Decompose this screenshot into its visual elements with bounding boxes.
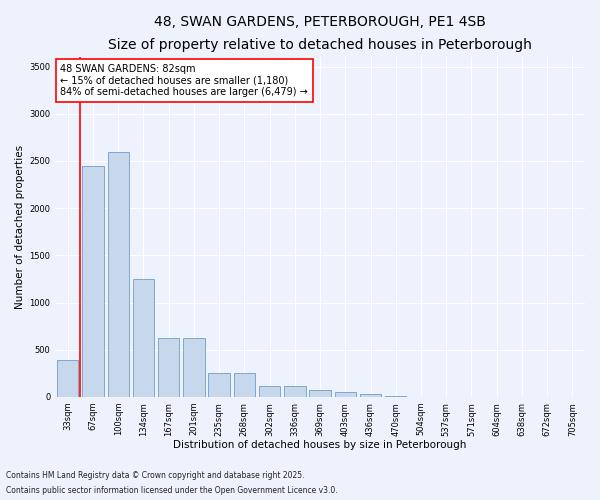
- Bar: [57, 360, 79, 397]
- Bar: [310, 390, 331, 397]
- Bar: [107, 152, 129, 397]
- Text: Contains HM Land Registry data © Crown copyright and database right 2025.: Contains HM Land Registry data © Crown c…: [6, 471, 305, 480]
- Title: 48, SWAN GARDENS, PETERBOROUGH, PE1 4SB
Size of property relative to detached ho: 48, SWAN GARDENS, PETERBOROUGH, PE1 4SB …: [108, 15, 532, 52]
- Bar: [360, 394, 381, 397]
- Bar: [335, 392, 356, 397]
- X-axis label: Distribution of detached houses by size in Peterborough: Distribution of detached houses by size …: [173, 440, 467, 450]
- Text: Contains public sector information licensed under the Open Government Licence v3: Contains public sector information licen…: [6, 486, 338, 495]
- Bar: [158, 338, 179, 397]
- Y-axis label: Number of detached properties: Number of detached properties: [15, 145, 25, 309]
- Bar: [82, 166, 104, 397]
- Text: 48 SWAN GARDENS: 82sqm
← 15% of detached houses are smaller (1,180)
84% of semi-: 48 SWAN GARDENS: 82sqm ← 15% of detached…: [61, 64, 308, 97]
- Bar: [133, 279, 154, 397]
- Bar: [233, 374, 255, 397]
- Bar: [284, 386, 305, 397]
- Bar: [385, 396, 406, 397]
- Bar: [183, 338, 205, 397]
- Bar: [208, 374, 230, 397]
- Bar: [259, 386, 280, 397]
